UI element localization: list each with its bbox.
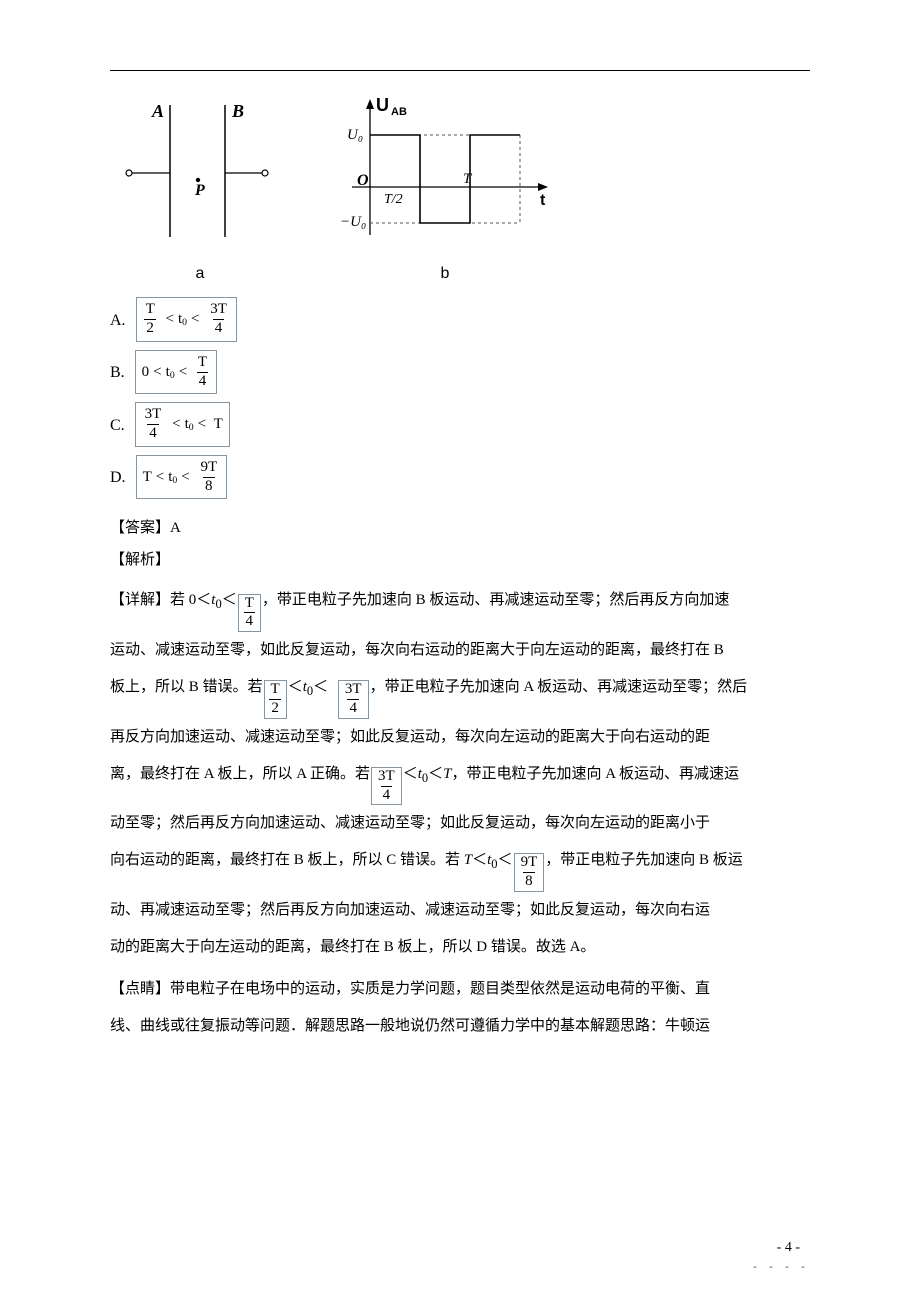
svg-text:P: P — [194, 182, 205, 199]
svg-text:O: O — [357, 172, 369, 189]
option-a-formula: T2 <t0< 3T4 — [136, 297, 237, 342]
top-rule — [110, 70, 810, 71]
figure-b-svg: U AB t U₀ −U₀ O T/2 T — [330, 95, 560, 255]
detail-body: 【详解】若 0＜t0＜T4，带正电粒子先加速向 B 板运动、再减速运动至零；然后… — [110, 582, 810, 965]
svg-text:T: T — [463, 171, 473, 187]
figure-b-caption: b — [441, 259, 450, 289]
figure-b-wrap: U AB t U₀ −U₀ O T/2 T b — [330, 95, 560, 289]
page-number: - 4 - — [777, 1235, 800, 1262]
svg-text:B: B — [231, 101, 244, 121]
option-b: B. 0<t0< T4 — [110, 350, 810, 395]
option-d: D. T<t0< 9T8 — [110, 455, 810, 500]
svg-text:U₀: U₀ — [347, 127, 363, 143]
answer-value: A — [170, 520, 181, 536]
detail-label: 【详解】 — [110, 592, 170, 608]
option-c: C. 3T4 <t0< T — [110, 402, 810, 447]
figures-row: A B P a U AB t U₀ −U₀ — [110, 95, 810, 289]
option-b-formula: 0<t0< T4 — [135, 350, 217, 395]
option-d-label: D. — [110, 463, 126, 499]
option-d-formula: T<t0< 9T8 — [136, 455, 228, 500]
svg-text:−U₀: −U₀ — [340, 214, 366, 230]
svg-text:t: t — [540, 192, 546, 209]
option-b-label: B. — [110, 358, 125, 394]
answer-block: 【答案】A 【解析】 — [110, 513, 810, 576]
svg-text:A: A — [151, 101, 164, 121]
option-a-label: A. — [110, 306, 126, 342]
svg-text:AB: AB — [391, 106, 407, 118]
option-c-label: C. — [110, 411, 125, 447]
answer-label: 【答案】 — [110, 520, 170, 536]
option-a: A. T2 <t0< 3T4 — [110, 297, 810, 342]
option-c-formula: 3T4 <t0< T — [135, 402, 230, 447]
comment-label: 【点睛】 — [110, 981, 170, 997]
analysis-label: 【解析】 — [110, 545, 810, 577]
figure-a-caption: a — [196, 259, 205, 289]
svg-text:T/2: T/2 — [384, 192, 403, 207]
page-dashes: - - - - — [752, 1259, 808, 1278]
comment-body: 【点睛】带电粒子在电场中的运动，实质是力学问题，题目类型依然是运动电荷的平衡、直… — [110, 971, 810, 1045]
figure-a-svg: A B P — [110, 95, 290, 255]
svg-text:U: U — [376, 95, 389, 115]
figure-a-wrap: A B P a — [110, 95, 290, 289]
